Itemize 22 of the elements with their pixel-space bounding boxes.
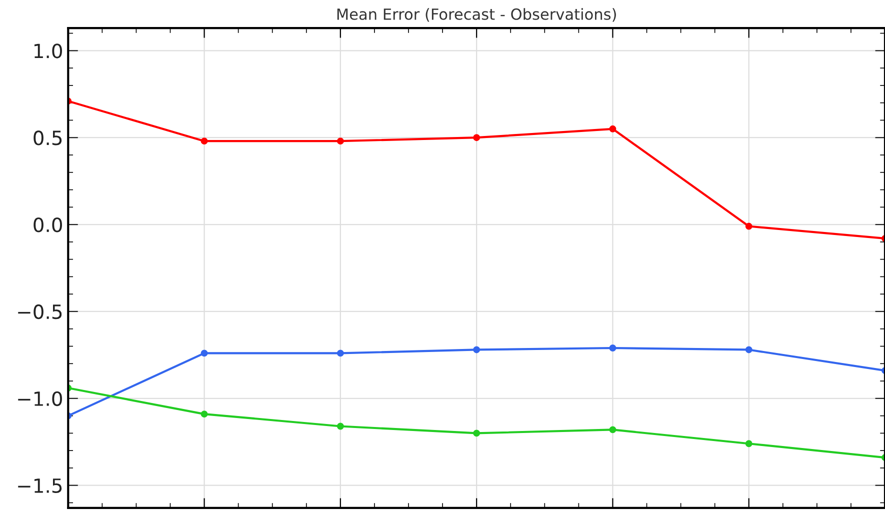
point [609, 125, 616, 132]
point [473, 346, 480, 354]
y-tick-label: 0.0 [34, 217, 62, 232]
point [609, 426, 616, 434]
y-tick-label: −1.0 [18, 391, 62, 406]
point [609, 344, 616, 352]
y-tick-label: 1.0 [34, 44, 62, 58]
point [473, 134, 480, 142]
chart-title: Mean Error (Forecast - Observations) [337, 8, 616, 22]
point [336, 350, 344, 357]
point [336, 422, 344, 430]
point [745, 440, 752, 448]
point [745, 222, 752, 230]
point [336, 138, 344, 145]
point [200, 138, 208, 145]
point [200, 410, 208, 418]
y-tick-label: −1.5 [18, 478, 62, 494]
point [745, 346, 752, 354]
point [473, 430, 480, 437]
point [200, 350, 208, 357]
y-tick-label: 0.5 [34, 130, 62, 146]
y-tick-label: −0.5 [18, 304, 62, 320]
